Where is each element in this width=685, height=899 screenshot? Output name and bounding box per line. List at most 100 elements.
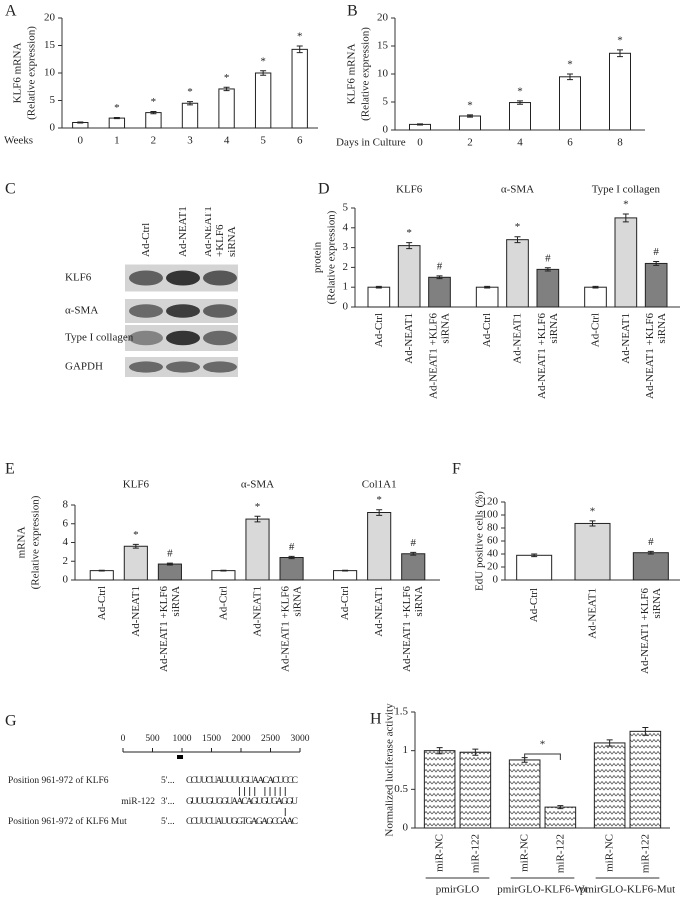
scale-tick-label: 1000 — [173, 734, 192, 744]
series-label: Ad-Ctrl — [589, 313, 602, 348]
group-label: pmirGLO-KLF6-Mut — [580, 884, 675, 896]
error-bar — [417, 123, 423, 126]
group-label: KLF6 — [123, 479, 150, 491]
significance-marker: * — [467, 99, 473, 111]
y-tick-label: 0 — [50, 122, 56, 134]
series-label: Ad-NEAT1 — [130, 586, 142, 637]
label-text: Ad-NEAT1 +KLF6 siRNA — [535, 313, 560, 399]
significance-marker: * — [567, 59, 573, 71]
bar — [245, 518, 270, 581]
blot-band — [166, 304, 200, 318]
group-label: α-SMA — [241, 479, 274, 491]
y-axis-label: protein — [312, 241, 324, 273]
y-tick-label: 10 — [44, 67, 56, 79]
y-tick-label: 60 — [487, 535, 499, 547]
x-tick-label: 0 — [78, 135, 84, 147]
series-label: miR-NC — [434, 834, 446, 872]
x-tick-label: 2 — [151, 135, 157, 147]
bar — [584, 286, 607, 308]
group-label: Col1A1 — [362, 479, 397, 491]
label-text: Ad-NEAT1 +KLF6 siRNA — [638, 588, 663, 674]
error-bar — [606, 739, 613, 747]
bar — [614, 217, 638, 308]
label-text: Ad-NEAT1 — [373, 586, 386, 637]
series-label: Ad-NEAT1 — [620, 313, 632, 364]
bar — [508, 759, 541, 829]
x-tick-label: Ad-Ctrl — [528, 588, 540, 622]
x-tick-label: 0 — [417, 137, 423, 149]
blot-column-label: Ad-Ctrl — [140, 222, 152, 257]
y-tick-label: 4 — [63, 536, 69, 548]
error-bar — [77, 121, 84, 124]
error-bar — [410, 551, 417, 556]
blot-band — [203, 330, 237, 346]
label-text: miR-122 — [469, 834, 482, 874]
x-tick-label: 4 — [517, 137, 523, 149]
significance-marker: * — [255, 501, 261, 513]
series-label: Ad-Ctrl — [339, 586, 352, 621]
blot-row-label: GAPDH — [65, 361, 103, 373]
y-tick-label: 20 — [487, 561, 499, 573]
bar — [629, 730, 662, 829]
label-text: miR-NC — [518, 834, 531, 872]
label-text: Ad-Ctrl — [140, 222, 152, 257]
scale-tick-label: 500 — [145, 734, 160, 744]
bar — [254, 72, 272, 129]
error-bar — [288, 555, 295, 560]
y-tick-label: 1.5 — [394, 706, 408, 718]
y-tick-label: 6 — [63, 517, 69, 529]
bar — [157, 563, 182, 581]
bar — [279, 557, 304, 581]
panel-letter: E — [5, 461, 15, 478]
blot-row-label: KLF6 — [65, 272, 92, 284]
y-axis-label: (Relative expression) — [26, 26, 38, 120]
scale-tick-label: 2000 — [232, 734, 251, 744]
x-axis-label: Days in Culture — [336, 137, 406, 149]
blot-column-label: Ad-NEAT1 +KLF6 siRNA — [205, 206, 235, 257]
significance-marker: * — [133, 529, 139, 541]
label-text: Ad-NEAT1 +KLF6 siRNA — [427, 313, 452, 399]
series-label: Ad-Ctrl — [373, 313, 385, 347]
y-axis-label: (Relative expression) — [30, 495, 42, 589]
error-bar — [557, 805, 564, 810]
x-tick-label: Ad-NEAT1 — [586, 588, 599, 639]
bar — [559, 76, 581, 131]
significance-marker: * — [517, 85, 523, 97]
label-text: miR-122 — [639, 834, 652, 874]
label-text: Ad-NEAT1 +KLF6 siRNA — [157, 586, 182, 672]
label-text: miR-NC — [603, 834, 616, 872]
scale-tick-label: 1500 — [202, 734, 221, 744]
error-bar — [132, 543, 139, 549]
bar — [145, 112, 162, 129]
error-bar — [436, 747, 443, 755]
group-label: KLF6 — [396, 184, 423, 196]
x-tick-label: 4 — [224, 135, 230, 147]
label-text: Ad-Ctrl — [339, 586, 352, 621]
label-text: Ad-Ctrl — [589, 313, 602, 348]
significance-marker: # — [289, 541, 295, 553]
x-tick-label: 6 — [567, 137, 573, 149]
x-tick-label: 2 — [467, 137, 473, 149]
bar — [574, 522, 611, 581]
error-bar — [531, 553, 538, 558]
label-text: Ad-NEAT1 +KLF6 siRNA — [644, 313, 669, 399]
series-label: Ad-NEAT1 — [252, 586, 264, 637]
error-bar — [484, 285, 491, 289]
label-text: Ad-NEAT1 — [586, 588, 599, 639]
significance-marker: * — [114, 102, 120, 114]
x-axis-label: Weeks — [4, 135, 33, 147]
panel-letter: B — [347, 3, 358, 20]
panel-letter: A — [5, 3, 17, 20]
error-bar — [589, 520, 596, 527]
group-label: pmirGLO — [436, 884, 479, 896]
error-bar — [517, 100, 523, 105]
significance-marker: * — [224, 72, 230, 84]
bar — [123, 545, 148, 581]
bar — [397, 245, 421, 308]
sequence-end: 5'... — [161, 817, 175, 827]
sequence: GUUUGUGGUAACAGUGUGAGGU — [186, 797, 298, 807]
significance-bracket — [524, 753, 561, 760]
bar — [108, 117, 126, 129]
significance-marker: * — [297, 31, 303, 43]
bar — [428, 276, 451, 308]
